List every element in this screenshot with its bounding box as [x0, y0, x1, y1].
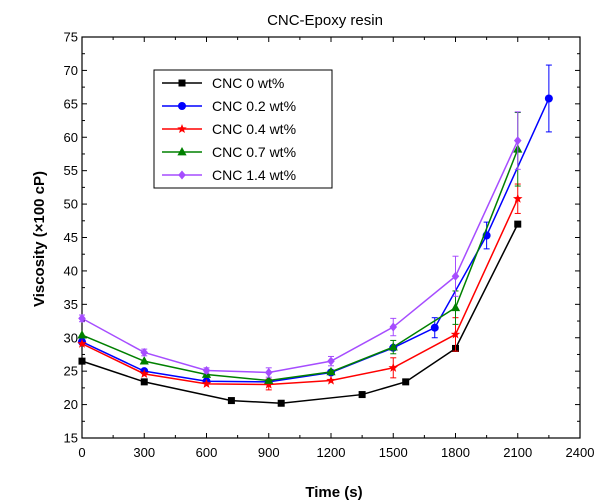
plot-area: 0 300 600 900 1200 1500 1800 2100 2400 15 20 25 30 35… [64, 30, 595, 461]
x-tick-label: 900 [258, 445, 280, 460]
y-tick-label: 40 [64, 263, 78, 278]
x-tick-label: 0 [78, 445, 85, 460]
legend-label: CNC 1.4 wt% [212, 167, 296, 183]
data-point [227, 397, 235, 405]
legend-marker [178, 79, 186, 87]
y-tick-label: 15 [64, 431, 78, 446]
x-tick-label: 300 [133, 445, 155, 460]
data-point [402, 378, 410, 386]
legend-marker [177, 124, 187, 134]
legend-item: CNC 1.4 wt% [162, 167, 296, 183]
y-tick-label: 45 [64, 230, 78, 245]
data-point [264, 368, 273, 378]
series-line [81, 140, 519, 374]
x-tick-label: 2400 [566, 445, 595, 460]
series-line [81, 149, 519, 382]
legend-item: CNC 0.7 wt% [162, 144, 296, 160]
data-point [77, 330, 87, 339]
data-point [450, 329, 461, 339]
y-tick-label: 70 [64, 63, 78, 78]
y-tick-label: 20 [64, 397, 78, 412]
x-tick-label: 600 [196, 445, 218, 460]
data-point [139, 356, 149, 365]
legend-label: CNC 0 wt% [212, 75, 284, 91]
x-axis-title: Time (s) [305, 484, 362, 501]
data-point [450, 302, 461, 312]
data-point [78, 313, 86, 323]
data-point [326, 366, 336, 376]
data-point [327, 356, 335, 366]
y-tick-label: 30 [64, 330, 78, 345]
data-point [202, 365, 211, 375]
data-point [140, 378, 148, 386]
y-tick-label: 65 [64, 96, 78, 111]
legend-item: CNC 0 wt% [162, 75, 284, 91]
y-tick-label: 60 [64, 130, 78, 145]
legend-label: CNC 0.4 wt% [212, 121, 296, 137]
series-2 [77, 183, 523, 391]
legend-marker [178, 102, 186, 110]
x-tick-label: 2100 [503, 445, 532, 460]
data-point [77, 338, 87, 348]
x-tick-label: 1800 [441, 445, 470, 460]
y-tick-label: 75 [64, 30, 78, 45]
series-line [81, 198, 519, 386]
x-tick-label: 1500 [379, 445, 408, 460]
legend-item: CNC 0.2 wt% [162, 98, 296, 114]
data-point [388, 342, 398, 351]
data-point [140, 347, 149, 357]
data-point [263, 379, 274, 389]
legend-label: CNC 0.7 wt% [212, 144, 296, 160]
data-point [451, 271, 460, 281]
y-tick-label: 25 [64, 364, 78, 379]
data-point [388, 362, 399, 372]
legend-item: CNC 0.4 wt% [162, 121, 296, 137]
series-0 [78, 220, 522, 407]
legend-marker [178, 170, 186, 180]
data-point [513, 136, 522, 146]
data-point [389, 322, 398, 332]
y-tick-label: 35 [64, 297, 78, 312]
data-point [512, 193, 523, 203]
data-point [544, 94, 553, 103]
series-line [81, 223, 519, 405]
y-axis-title: Viscosity (×100 cP) [31, 171, 48, 307]
data-point [264, 375, 274, 384]
series-4 [78, 111, 522, 378]
y-tick-label: 50 [64, 197, 78, 212]
data-point [358, 391, 366, 399]
chart-title: CNC-Epoxy resin [267, 12, 383, 29]
data-point [277, 399, 285, 407]
data-point [201, 378, 212, 388]
data-point [326, 375, 336, 385]
x-tick-label: 1200 [317, 445, 346, 460]
legend-marker [177, 147, 187, 156]
data-point [139, 368, 150, 378]
legend-label: CNC 0.2 wt% [212, 98, 296, 114]
legend: CNC 0 wt% CNC 0.2 wt% CNC 0.4 wt% CNC 0.7 w… [153, 69, 333, 189]
data-point [430, 323, 439, 332]
y-tick-label: 55 [64, 163, 78, 178]
data-point [78, 357, 86, 365]
data-point [514, 220, 522, 228]
